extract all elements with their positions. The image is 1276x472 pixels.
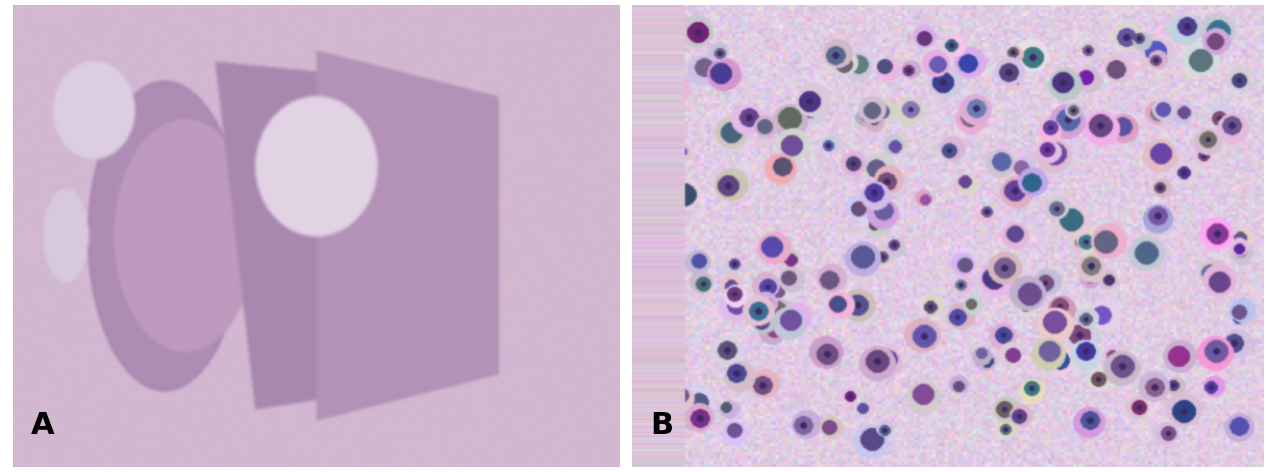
Text: A: A <box>31 411 55 439</box>
Text: B: B <box>651 411 674 439</box>
